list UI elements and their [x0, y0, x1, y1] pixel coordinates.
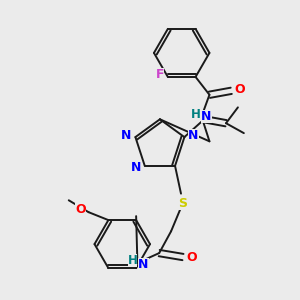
Text: F: F [156, 68, 164, 82]
Text: O: O [235, 83, 245, 96]
Text: O: O [75, 203, 86, 216]
Text: H: H [128, 254, 137, 266]
Text: H: H [190, 108, 200, 121]
Text: N: N [131, 161, 141, 174]
Text: N: N [188, 129, 199, 142]
Text: N: N [201, 110, 212, 123]
Text: O: O [187, 250, 197, 263]
Text: N: N [121, 129, 132, 142]
Text: S: S [178, 197, 188, 210]
Text: N: N [138, 259, 148, 272]
